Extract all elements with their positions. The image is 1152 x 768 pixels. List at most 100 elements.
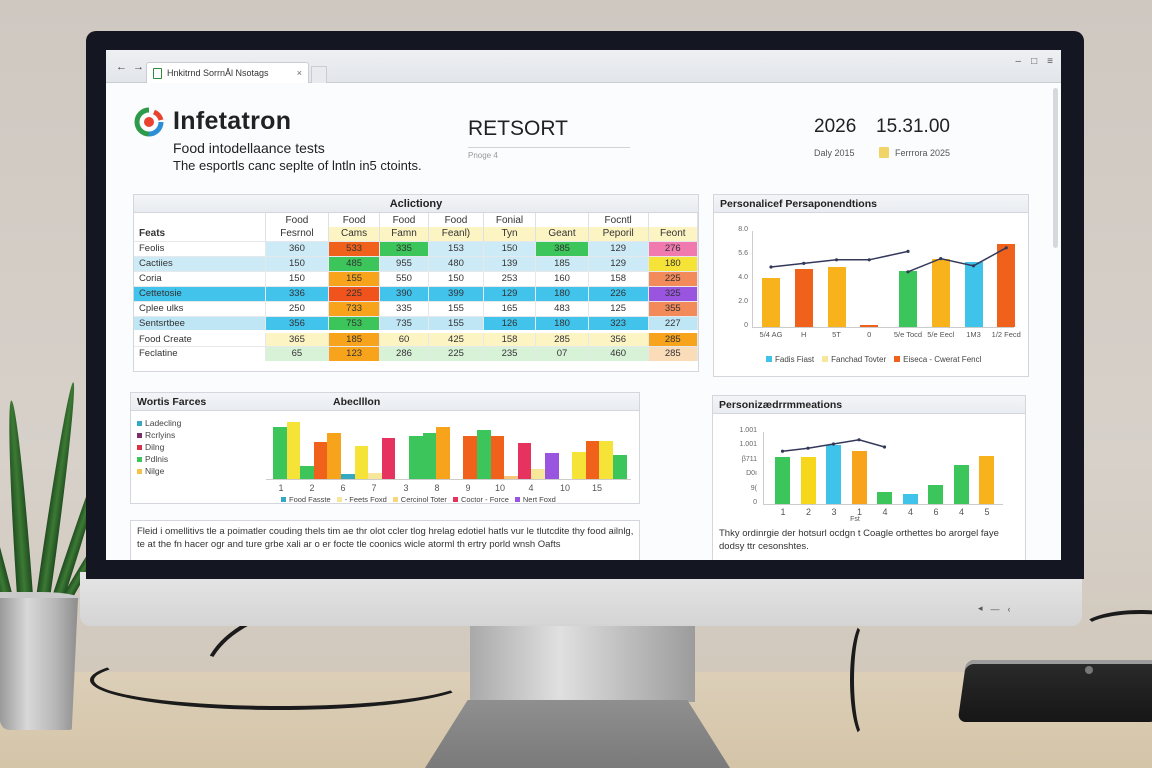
x-tick-label: 10: [559, 483, 570, 493]
new-tab-button[interactable]: [311, 66, 327, 83]
trend-line: [780, 438, 887, 453]
column-header[interactable]: Food: [379, 213, 430, 227]
trend-line: [906, 246, 1008, 274]
monitor-menu-button[interactable]: —: [990, 603, 1000, 614]
personalized-information-panel: Personizædrrmmeations 0 9(D0ı β711 1.001 1.0…: [712, 395, 1026, 560]
chart-bar: [953, 465, 969, 504]
table-row[interactable]: Cplee ulks 250 733 335 155 165 483 125 355: [134, 300, 699, 316]
y-tick-label: 1.001: [739, 427, 757, 434]
x-axis: [752, 327, 1014, 328]
chart-bar: [877, 492, 892, 504]
table-row[interactable]: Food Create 365 185 60 425 158 285 356 285: [134, 329, 699, 346]
column-header[interactable]: Famn: [379, 227, 430, 241]
table-row[interactable]: Cactiies 150 485 955 480 139 185 129 180: [134, 255, 699, 271]
table-row[interactable]: Feolis 360 533 335 153 150 385 129 276: [134, 240, 699, 256]
minimize-icon[interactable]: –: [1015, 56, 1022, 67]
table-cell: 180: [648, 255, 699, 271]
side-legend-item: Rcrlyins: [137, 429, 181, 441]
monitor-chin: [80, 572, 1082, 626]
chart-bar: [409, 435, 423, 479]
y-tick-label: 5.6: [738, 250, 748, 257]
table-cell: 153: [428, 240, 484, 256]
chart-bar: [436, 426, 450, 479]
table-cell: 253: [483, 270, 537, 286]
forward-arrow-icon[interactable]: →: [133, 61, 144, 73]
chart-bar: [572, 451, 586, 479]
vertical-scrollbar[interactable]: [1053, 88, 1058, 248]
legend-swatch: [514, 497, 520, 502]
table-cell: 399: [428, 285, 484, 301]
browser-toolbar: ← → Hnkitrnd SorrnÅl Nsotags × – □ ≡: [106, 50, 1061, 83]
table-cell: 323: [588, 315, 649, 331]
chart-bar: [313, 442, 328, 479]
chart-bar: [613, 454, 627, 479]
external-hard-drive: [957, 660, 1152, 722]
chart-bar: [902, 494, 918, 504]
table-cell: 955: [379, 255, 430, 271]
chart-bar: [899, 270, 917, 327]
report-title: RETSORT: [468, 117, 568, 140]
column-header[interactable]: Food: [265, 213, 330, 227]
monitor-power-button[interactable]: ‹: [1007, 603, 1011, 614]
panel-title: Personizædrrmmeations: [713, 396, 1025, 414]
table-cell: 360: [265, 240, 330, 256]
table-row[interactable]: Coria 150 155 550 150 253 160 158 225: [134, 270, 699, 286]
column-header[interactable]: Feats: [134, 227, 266, 241]
legend-swatch: [894, 356, 901, 362]
column-header[interactable]: Cams: [328, 227, 380, 241]
column-header[interactable]: [535, 213, 589, 227]
table-cell: 129: [588, 255, 649, 271]
tab-title: Hnkitrnd SorrnÅl Nsotags: [167, 68, 269, 78]
legend-item: Fanchad Tovter: [822, 355, 886, 364]
column-header[interactable]: [134, 213, 266, 227]
maximize-icon[interactable]: □: [1031, 56, 1038, 67]
chart-bar: [422, 433, 437, 479]
table-row[interactable]: Cettetosie 336 225 390 399 129 180 226 325: [134, 285, 699, 301]
column-header[interactable]: Tyn: [483, 227, 537, 241]
column-header[interactable]: Fesrnol: [265, 227, 330, 241]
cable: [1080, 610, 1152, 650]
column-header[interactable]: Food: [328, 213, 380, 227]
table-row[interactable]: Feclatine 65 123 286 225 235 07 460 285: [134, 345, 699, 361]
chart-legend: Fadis Fiast Fanchad Tovter Eiseca - Cwerat…: [766, 355, 981, 364]
plant-pot: [0, 598, 78, 730]
chart-bar: [300, 466, 314, 479]
monitor-input-button[interactable]: ◂: [978, 603, 983, 613]
table-cell: 385: [535, 240, 589, 256]
column-header[interactable]: [648, 213, 699, 227]
column-header[interactable]: Feanl): [428, 227, 484, 241]
table-cell: 485: [328, 255, 380, 271]
close-tab-icon[interactable]: ×: [296, 68, 302, 78]
browser-tab[interactable]: Hnkitrnd SorrnÅl Nsotags ×: [146, 62, 309, 83]
x-tick-label: 2: [805, 507, 811, 517]
table-cell: 356: [588, 329, 649, 346]
x-tick-label: 3: [403, 483, 409, 493]
column-header[interactable]: Feont: [648, 227, 699, 241]
column-header[interactable]: Fonial: [483, 213, 537, 227]
table-cell: 733: [328, 300, 380, 316]
x-axis: [266, 479, 631, 480]
chart-bar: [928, 484, 943, 504]
x-tick-label: 2: [309, 483, 315, 493]
legend-swatch: [822, 356, 829, 362]
side-legend-item: Pdlnis: [137, 453, 181, 465]
back-arrow-icon[interactable]: ←: [116, 61, 127, 73]
calendar-date[interactable]: Ferrrora 2025: [895, 148, 951, 158]
menu-icon[interactable]: ≡: [1047, 56, 1053, 67]
chart-bar: [490, 435, 505, 479]
cable: [850, 620, 880, 740]
column-header[interactable]: Focntl: [588, 213, 649, 227]
y-tick-label: D0ı: [746, 470, 757, 478]
table-cell: 483: [535, 300, 589, 316]
chart-bar: [545, 452, 559, 479]
chart-title: Abeclllon: [333, 396, 381, 408]
table-cell: 150: [265, 255, 330, 271]
y-tick-label: β711: [741, 455, 757, 463]
table-row[interactable]: Sentsrtbee 356 753 735 155 126 180 323 227: [134, 315, 699, 331]
y-tick-label: 4.0: [738, 274, 748, 281]
column-header[interactable]: Food: [428, 213, 484, 227]
column-header[interactable]: Peporil: [588, 227, 649, 241]
calendar-icon[interactable]: [879, 147, 889, 158]
bar-chart: 0 9(D0ı β711 1.001 1.001 1 2 3 1 4 4 6 4 5 Fst: [713, 414, 1027, 524]
column-header[interactable]: Geant: [535, 227, 589, 241]
